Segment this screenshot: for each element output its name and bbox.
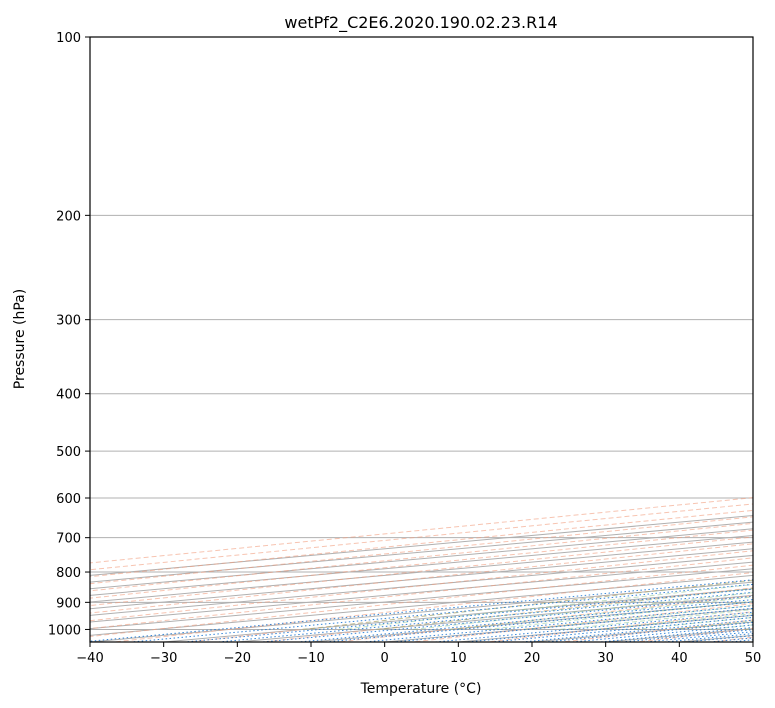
mixing-ratio-line [126,583,753,642]
dry-adiabat-line [557,619,753,642]
y-tick-label: 900 [56,596,81,611]
isotherm-line [90,534,753,596]
moist-adiabat-line [670,620,753,630]
y-tick-label: 200 [56,209,81,224]
moist-adiabat-line [486,600,753,630]
isotherm-line [90,561,753,623]
x-axis-label: Temperature (°C) [360,681,482,697]
y-axis-label: Pressure (hPa) [12,289,28,389]
dry-adiabat-line [184,579,753,642]
mixing-ratio-lines [90,579,753,642]
isotherm-line [90,574,753,636]
chart-title: wetPf2_C2E6.2020.190.02.23.R14 [284,13,557,33]
isotherm-line [90,528,753,590]
x-tick-label: 50 [745,651,762,666]
dry-adiabat-line [109,572,753,642]
x-tick-label: −10 [297,651,324,666]
x-tick-label: 0 [381,651,389,666]
isotherm-line [90,554,753,616]
mixing-ratio-line [256,595,753,642]
y-tick-label: 400 [56,388,81,403]
plot-area: -100-90-80-70-60-50-40-30-20-100.10.20.4… [90,37,775,644]
isotherm-line [90,541,753,603]
skewed-isotherms [90,514,753,642]
moist-adiabat-line [560,609,753,630]
y-tick-label: 100 [56,31,81,46]
isotherm-line [90,514,753,576]
isotherm-line [605,628,753,642]
dry-adiabat-line [90,557,753,630]
x-tick-label: 40 [671,651,688,666]
dry-adiabat-line [333,595,753,642]
x-tick-label: 20 [524,651,541,666]
y-tick-label: 500 [56,445,81,460]
y-tick-label: 300 [56,314,81,329]
x-tick-label: −20 [224,651,251,666]
y-tick-label: 600 [56,492,81,507]
x-tick-label: −40 [76,651,103,666]
isotherm-line [90,568,753,630]
y-axis-ticks: 100 200 300 400 500 600 700 800 900 1000 [48,31,90,638]
isotherm-line [163,588,753,642]
isotherm-line [752,641,753,642]
mixing-ratio-line [359,605,753,642]
y-tick-label: 800 [56,566,81,581]
moist-adiabat-line [302,579,753,630]
mixing-ratio-line [430,611,753,642]
x-axis-ticks: −40 −30 −20 −10 0 10 20 30 40 50 [76,642,761,666]
dry-adiabat-line [90,516,753,585]
y-tick-label: 700 [56,532,81,547]
dry-adiabat-line [766,37,775,644]
dry-adiabat-line [632,627,753,642]
dry-adiabat-line [408,603,753,642]
moist-adiabat-line [449,596,753,630]
moist-adiabat-line [339,583,753,630]
dry-adiabat-line [90,543,753,614]
mixing-ratio-line [486,616,753,642]
plot-frame [89,36,754,643]
isotherm-line [90,521,753,583]
y-tick-label: 1000 [48,623,81,638]
dry-adiabats [90,37,775,644]
x-tick-label: −30 [150,651,177,666]
x-tick-label: 10 [450,651,467,666]
mixing-ratio-line [179,588,753,642]
moist-adiabat-line [707,624,753,630]
x-tick-label: 30 [597,651,614,666]
moist-adiabat-line [744,628,753,630]
moist-adiabats [302,579,753,630]
isotherm-line [90,548,753,610]
mixing-ratio-line [320,601,753,642]
